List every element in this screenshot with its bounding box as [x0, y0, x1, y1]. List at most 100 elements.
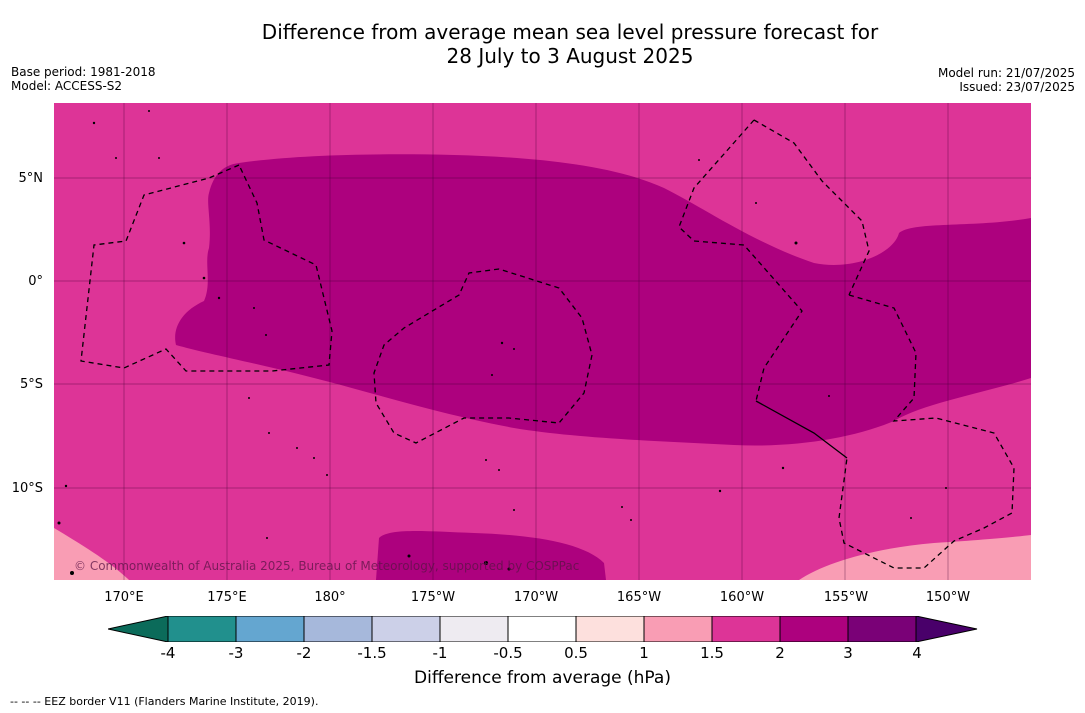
- anomaly-1-1.5-south-east: [799, 535, 1031, 580]
- eez-legend-note: -- -- -- EEZ border V11 (Flanders Marine…: [10, 695, 319, 708]
- base-period: Base period: 1981-2018: [11, 65, 156, 79]
- title-line-1: Difference from average mean sea level p…: [261, 20, 879, 44]
- colorbar-tick: -0.5: [493, 644, 523, 662]
- eez-borders: [80, 119, 1015, 569]
- island: [630, 519, 632, 521]
- model-name: Model: ACCESS-S2: [11, 79, 123, 93]
- island: [265, 334, 267, 336]
- colorbar-segment: [779, 616, 849, 642]
- lon-label-170e: 170°E: [104, 590, 144, 605]
- island: [182, 241, 186, 245]
- islands: [57, 110, 947, 575]
- island: [266, 537, 268, 539]
- map-canvas: [54, 103, 1031, 580]
- colorbar-tick: -2: [296, 644, 312, 662]
- copyright-notice: © Commonwealth of Australia 2025, Bureau…: [74, 559, 580, 573]
- chart-title: Difference from average mean sea level p…: [0, 20, 1085, 68]
- colorbar-segment: [371, 616, 441, 642]
- island: [485, 459, 487, 461]
- island: [513, 348, 515, 350]
- colorbar-tick: -3: [228, 644, 244, 662]
- colorbar-segment: [847, 616, 917, 642]
- lat-label-0: 0°: [28, 274, 43, 289]
- colorbar-tick: 2: [775, 644, 785, 662]
- colorbar-tick: -1: [432, 644, 448, 662]
- island: [92, 121, 96, 125]
- island: [148, 110, 150, 112]
- colorbar-tick: -1.5: [357, 644, 387, 662]
- eez-border-northeast-loop: [753, 119, 870, 296]
- island: [491, 374, 493, 376]
- eez-border-solid: [755, 400, 848, 459]
- island: [64, 484, 68, 488]
- eez-border-east: [838, 294, 1015, 569]
- graticule: [54, 103, 1031, 580]
- lat-label-5n: 5°N: [18, 171, 44, 186]
- colorbar-high-extension: [915, 616, 978, 642]
- pressure-anomaly-map: [54, 103, 1031, 580]
- island: [718, 489, 722, 493]
- lon-label-150w: 150°W: [925, 590, 971, 605]
- island: [268, 432, 270, 434]
- anomaly-2-3-south-patch: [376, 530, 606, 580]
- island: [57, 521, 61, 525]
- island: [513, 509, 515, 511]
- lon-label-175e: 175°E: [207, 590, 247, 605]
- lat-label-10s: 10°S: [11, 481, 43, 496]
- island: [70, 571, 74, 575]
- colorbar-segment: [507, 616, 577, 642]
- island: [158, 157, 160, 159]
- colorbar-low-extension: [108, 616, 169, 642]
- title-line-2: 28 July to 3 August 2025: [446, 44, 694, 68]
- colorbar-segment: [303, 616, 373, 642]
- lon-label-175w: 175°W: [410, 590, 456, 605]
- island: [621, 506, 623, 508]
- lon-label-170w: 170°W: [513, 590, 559, 605]
- colorbar-tick: 0.5: [564, 644, 588, 662]
- colorbar-tick: 4: [912, 644, 922, 662]
- colorbar-tick: 1: [639, 644, 649, 662]
- island: [498, 469, 500, 471]
- island: [507, 567, 511, 571]
- anomaly-2-3-region: [175, 154, 1031, 446]
- island: [115, 157, 117, 159]
- colorbar-segment: [167, 616, 237, 642]
- model-run: Model run: 21/07/2025: [937, 66, 1075, 80]
- island: [217, 296, 221, 300]
- island: [296, 447, 298, 449]
- island: [794, 241, 798, 245]
- island: [781, 466, 785, 470]
- island: [253, 307, 255, 309]
- island: [945, 487, 947, 489]
- colorbar-segment: [575, 616, 645, 642]
- colorbar-title: Difference from average (hPa): [414, 668, 671, 688]
- anomaly-1-1.5-south-west: [54, 528, 129, 580]
- eez-border-central: [373, 268, 593, 444]
- island: [828, 395, 830, 397]
- colorbar-tick: 1.5: [700, 644, 724, 662]
- island: [202, 276, 206, 280]
- lon-label-165w: 165°W: [616, 590, 662, 605]
- colorbar-segment: [643, 616, 713, 642]
- colorbar-segment: [439, 616, 509, 642]
- lon-label-155w: 155°W: [823, 590, 869, 605]
- island: [910, 517, 912, 519]
- meta-right: Model run: 21/07/2025 Issued: 23/07/2025: [938, 66, 1075, 94]
- island: [500, 341, 504, 345]
- colorbar-tick: 3: [843, 644, 853, 662]
- meta-left: Base period: 1981-2018 Model: ACCESS-S2: [11, 65, 156, 93]
- colorbar-tick: -4: [160, 644, 176, 662]
- island: [326, 474, 328, 476]
- lat-label-5s: 5°S: [19, 377, 43, 392]
- island: [698, 159, 700, 161]
- issued-date: Issued: 23/07/2025: [959, 80, 1075, 94]
- lon-label-160w: 160°W: [719, 590, 765, 605]
- eez-border-east-link: [838, 457, 848, 519]
- island: [407, 554, 411, 558]
- island: [248, 397, 250, 399]
- colorbar: [108, 616, 978, 642]
- island: [755, 202, 757, 204]
- colorbar-segment: [711, 616, 781, 642]
- lon-label-180: 180°: [314, 590, 346, 605]
- island: [313, 457, 315, 459]
